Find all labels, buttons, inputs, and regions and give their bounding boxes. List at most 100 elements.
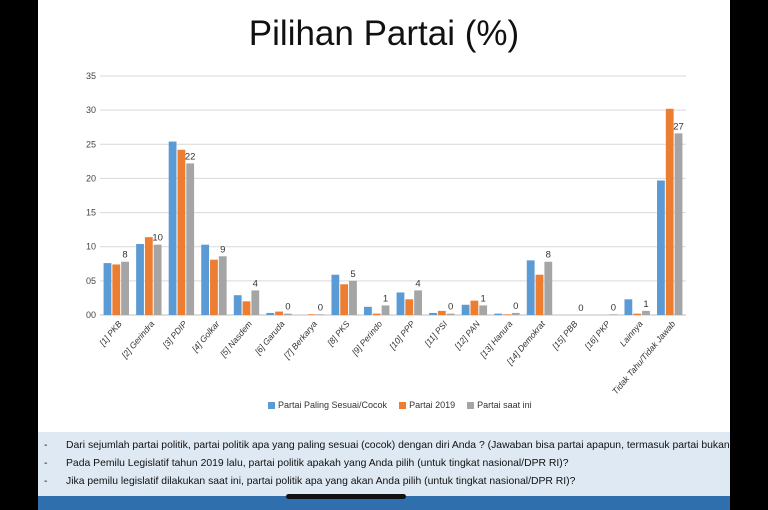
note-bullet: - — [44, 440, 48, 451]
bar-partai-2019 — [405, 299, 414, 315]
bar-partai-2019 — [633, 313, 642, 315]
bar-saat-ini — [381, 305, 390, 315]
note-text: Pada Pemilu Legislatif tahun 2019 lalu, … — [66, 458, 569, 469]
bar-paling-sesuai — [624, 299, 633, 315]
bar-saat-ini — [316, 314, 325, 315]
bar-paling-sesuai — [494, 313, 503, 315]
bar-saat-ini — [283, 313, 292, 315]
bar-saat-ini — [218, 256, 227, 315]
bar-saat-ini — [121, 261, 129, 315]
home-indicator[interactable] — [286, 494, 406, 499]
note-bullet: - — [44, 458, 48, 469]
data-label: 8 — [546, 250, 551, 261]
legend-item: Partai saat ini — [467, 400, 532, 410]
bar-saat-ini — [251, 290, 260, 315]
bar-saat-ini — [446, 313, 455, 315]
x-tick-label: [5] Nasdem — [217, 319, 254, 360]
bar-partai-2019 — [503, 314, 511, 315]
bar-partai-2019 — [340, 284, 349, 315]
footer-bar — [38, 496, 730, 510]
bar-saat-ini — [609, 314, 618, 315]
data-label: 4 — [253, 278, 258, 289]
bar-paling-sesuai — [364, 306, 372, 315]
bar-partai-2019 — [470, 300, 479, 315]
data-label: 0 — [578, 303, 583, 314]
y-tick-label: 20 — [86, 173, 96, 183]
bar-saat-ini — [479, 305, 488, 315]
data-label: 8 — [122, 250, 127, 261]
bar-partai-2019 — [177, 149, 186, 315]
data-label: 4 — [415, 278, 420, 289]
y-tick-label: 30 — [86, 105, 96, 115]
question-notes: - Dari sejumlah partai politik, partai po… — [38, 432, 730, 500]
x-tick-label: [2] Gerindra — [119, 319, 157, 361]
data-label: 27 — [673, 121, 684, 132]
data-label: 1 — [383, 293, 388, 304]
x-tick-label: [11] PSI — [422, 318, 450, 349]
bar-partai-2019 — [242, 301, 251, 315]
bar-paling-sesuai — [396, 292, 405, 315]
bar-partai-2019 — [307, 314, 316, 315]
data-label: 5 — [350, 269, 355, 280]
data-label: 10 — [152, 233, 163, 244]
bar-paling-sesuai — [461, 304, 470, 315]
note-bullet: - — [44, 476, 48, 487]
x-tick-label: [15] PBB — [549, 319, 579, 352]
data-label: 0 — [318, 302, 323, 313]
data-label: 0 — [513, 301, 518, 312]
bar-partai-2019 — [535, 274, 544, 315]
bar-partai-2019 — [112, 264, 121, 315]
bar-saat-ini — [511, 312, 520, 315]
legend-label: Partai Paling Sesuai/Cocok — [278, 400, 388, 410]
legend-swatch-gray — [467, 401, 475, 409]
bar-paling-sesuai — [136, 243, 144, 315]
bar-saat-ini — [349, 280, 357, 315]
legend-swatch-orange — [399, 401, 407, 409]
bar-saat-ini — [642, 310, 650, 315]
note-item: - Dari sejumlah partai politik, partai po… — [44, 440, 730, 451]
slide: Pilihan Partai (%) 00 05 10 15 20 25 30 35 8 [1] … — [38, 0, 730, 510]
data-label: 0 — [285, 302, 290, 313]
bar-partai-2019 — [372, 313, 381, 315]
bar-paling-sesuai — [103, 263, 112, 315]
chart-legend: Partai Paling Sesuai/Cocok Partai 2019 P… — [268, 400, 532, 410]
y-tick-label: 35 — [86, 71, 96, 81]
bar-partai-2019 — [210, 259, 218, 315]
legend-label: Partai saat ini — [477, 400, 532, 410]
bar-saat-ini — [153, 244, 162, 315]
data-label: 0 — [611, 302, 616, 313]
legend-label: Partai 2019 — [409, 400, 456, 410]
bar-partai-2019 — [437, 310, 446, 315]
bar-partai-2019 — [144, 237, 153, 315]
bar-paling-sesuai — [429, 312, 437, 315]
bar-paling-sesuai — [233, 295, 242, 315]
legend-item: Partai 2019 — [399, 400, 455, 410]
bar-partai-2019 — [275, 311, 283, 315]
bar-saat-ini — [674, 133, 683, 315]
x-tick-label: [1] PKB — [97, 319, 124, 349]
data-label: 1 — [643, 299, 648, 310]
y-tick-label: 05 — [86, 276, 96, 286]
bar-saat-ini — [544, 261, 553, 315]
x-tick-label: [7] Berkarya — [281, 319, 319, 362]
bar-paling-sesuai — [266, 312, 275, 315]
bar-paling-sesuai — [168, 141, 177, 315]
bar-paling-sesuai — [201, 244, 210, 315]
x-tick-label: [9] Perindo — [349, 319, 384, 358]
bar-saat-ini — [186, 163, 195, 315]
note-item: - Pada Pemilu Legislatif tahun 2019 lalu,… — [44, 458, 569, 469]
note-item: - Jika pemilu legislatif dilakukan saat i… — [44, 476, 575, 487]
data-label: 0 — [448, 302, 453, 313]
legend-item: Partai Paling Sesuai/Cocok — [268, 400, 387, 410]
chart-title: Pilihan Partai (%) — [248, 14, 520, 53]
data-label: 22 — [185, 151, 196, 162]
x-tick-label: [10] PPP — [387, 319, 417, 352]
bar-paling-sesuai — [331, 274, 340, 315]
bar-paling-sesuai — [657, 180, 665, 315]
y-tick-label: 15 — [86, 208, 96, 218]
x-tick-label: [12] PAN — [452, 318, 483, 352]
y-tick-label: 00 — [86, 310, 96, 320]
y-tick-label: 10 — [86, 242, 96, 252]
note-text: Jika pemilu legislatif dilakukan saat in… — [66, 476, 576, 487]
